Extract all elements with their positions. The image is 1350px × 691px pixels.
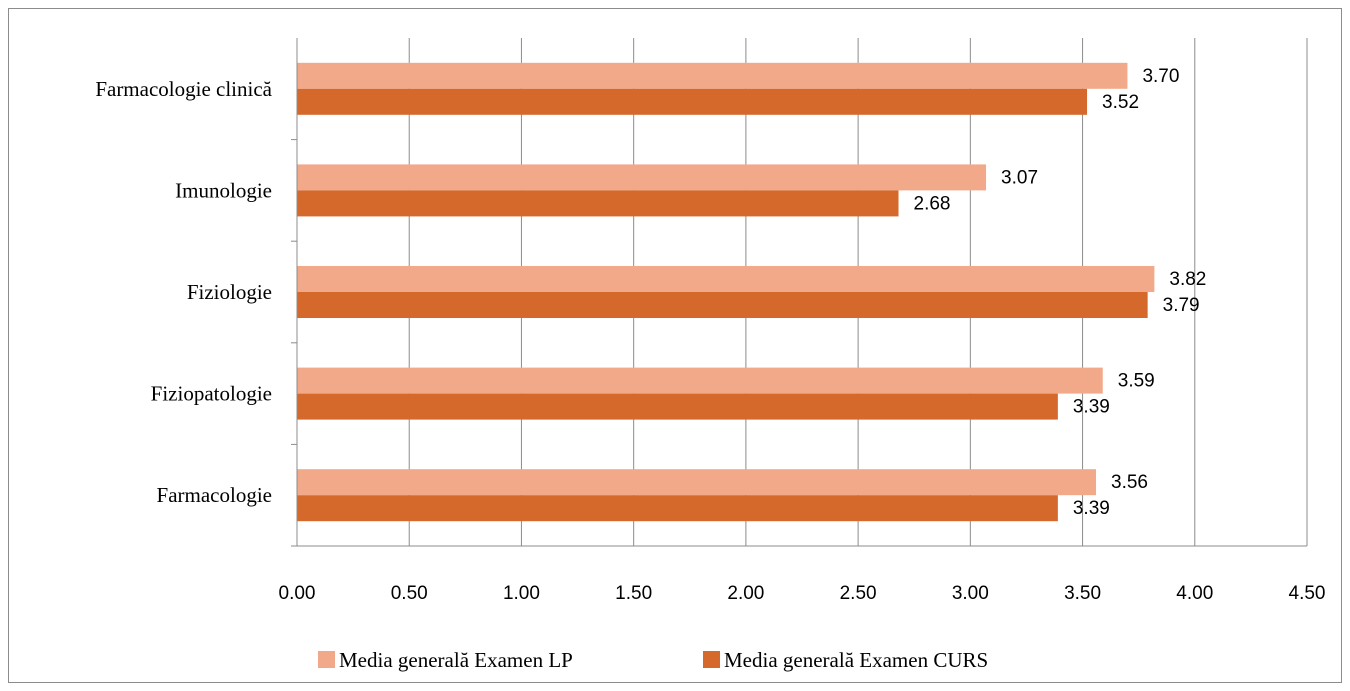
data-label: 3.59 [1118, 371, 1155, 392]
bar [297, 292, 1148, 318]
bar [297, 190, 899, 217]
legend-label: Media generală Examen LP [339, 648, 573, 672]
data-label: 2.68 [914, 193, 951, 214]
legend: Media generală Examen LP Media generală E… [318, 648, 988, 672]
data-label: 3.82 [1169, 269, 1206, 290]
x-tick-label: 2.50 [840, 583, 877, 604]
data-label: 3.39 [1073, 498, 1110, 519]
data-label: 3.56 [1111, 472, 1148, 493]
category-label: Fiziopatologie [151, 382, 272, 406]
bar [297, 495, 1058, 522]
data-label: 3.70 [1142, 66, 1179, 87]
category-label: Farmacologie [157, 483, 272, 507]
category-label: Imunologie [175, 178, 272, 202]
x-tick-label: 4.00 [1176, 583, 1213, 604]
bar [297, 469, 1097, 496]
data-label: 3.52 [1102, 92, 1139, 113]
legend-swatch [318, 651, 335, 668]
data-label: 3.39 [1073, 397, 1110, 418]
bar [297, 393, 1058, 420]
bar [297, 367, 1103, 394]
bar [297, 62, 1128, 89]
chart-frame [8, 8, 1342, 683]
x-tick-label: 0.50 [391, 583, 428, 604]
x-tick-label: 4.50 [1289, 583, 1326, 604]
bar [297, 88, 1088, 115]
legend-swatch [703, 651, 720, 668]
x-tick-label: 1.50 [615, 583, 652, 604]
data-label: 3.79 [1163, 295, 1200, 316]
x-tick-label: 3.50 [1064, 583, 1101, 604]
data-label: 3.07 [1001, 167, 1038, 188]
x-tick-label: 3.00 [952, 583, 989, 604]
axes: 0.00 0.50 1.00 1.50 2.00 2.50 3.00 3.50 4.00 4.50… [95, 38, 1325, 604]
x-tick-label: 0.00 [279, 583, 316, 604]
x-tick-label: 1.00 [503, 583, 540, 604]
category-label: Fiziologie [187, 280, 272, 304]
data-labels: 3.703.523.072.683.823.793.593.393.563.39 [914, 66, 1207, 519]
x-tick-label: 2.00 [727, 583, 764, 604]
bars [297, 62, 1155, 522]
category-label: Farmacologie clinică [95, 77, 272, 101]
bar [297, 266, 1155, 292]
bar [297, 164, 987, 191]
legend-label: Media generală Examen CURS [724, 648, 988, 672]
